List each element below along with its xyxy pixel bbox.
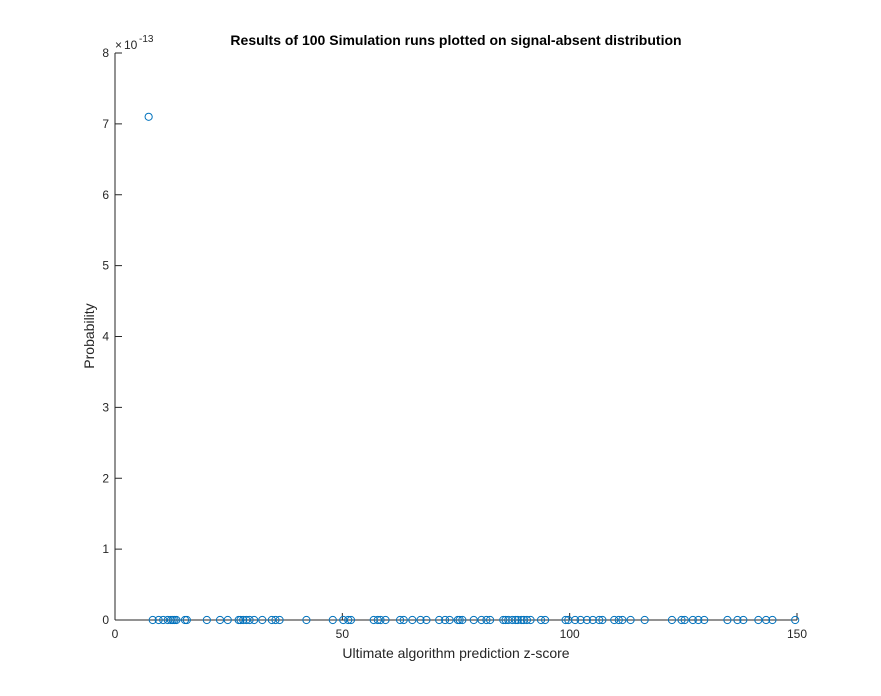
y-tick-label: 7 bbox=[102, 117, 109, 131]
data-point bbox=[754, 615, 763, 625]
y-tick-label: 6 bbox=[102, 188, 109, 202]
data-point bbox=[159, 615, 168, 625]
data-point bbox=[455, 615, 464, 625]
y-tick-label: 4 bbox=[102, 330, 109, 344]
data-point bbox=[723, 615, 732, 625]
x-tick-label: 100 bbox=[560, 627, 580, 641]
data-point bbox=[667, 615, 677, 625]
data-point bbox=[541, 615, 550, 625]
y-tick-label: 8 bbox=[102, 46, 109, 60]
data-point bbox=[768, 615, 777, 625]
data-point bbox=[598, 615, 607, 625]
y-tick-label: 5 bbox=[102, 259, 109, 273]
data-point bbox=[381, 615, 390, 625]
x-tick-label: 50 bbox=[336, 627, 350, 641]
data-point bbox=[275, 615, 284, 625]
y-multiplier-base: 10 bbox=[124, 38, 138, 52]
data-point bbox=[346, 615, 356, 625]
data-point bbox=[328, 615, 337, 625]
x-tick-label: 0 bbox=[112, 627, 119, 641]
data-point bbox=[202, 615, 211, 625]
data-point bbox=[576, 615, 585, 625]
data-point bbox=[517, 615, 526, 625]
data-point bbox=[511, 615, 520, 625]
y-multiplier-times: × bbox=[115, 38, 122, 52]
data-point bbox=[694, 615, 703, 625]
data-point bbox=[144, 112, 153, 121]
data-point bbox=[688, 615, 697, 625]
data-point bbox=[791, 615, 800, 625]
data-point bbox=[408, 615, 417, 625]
y-tick-label: 1 bbox=[102, 542, 109, 556]
data-point bbox=[640, 615, 649, 625]
y-tick-label: 0 bbox=[102, 613, 109, 627]
data-point bbox=[376, 615, 385, 625]
data-point bbox=[536, 615, 546, 625]
data-point bbox=[582, 615, 592, 625]
data-point bbox=[302, 615, 311, 625]
data-point bbox=[513, 615, 522, 625]
data-point bbox=[526, 615, 535, 625]
y-tick-label: 3 bbox=[102, 400, 109, 414]
data-point bbox=[271, 615, 280, 625]
data-point bbox=[215, 615, 225, 625]
data-point bbox=[445, 615, 454, 625]
y-axis-multiplier: × 10 -13 bbox=[115, 34, 154, 52]
data-point bbox=[499, 615, 508, 625]
data-point bbox=[245, 615, 254, 625]
x-tick-label: 150 bbox=[787, 627, 807, 641]
data-point bbox=[440, 615, 450, 625]
data-point bbox=[250, 615, 259, 625]
data-point bbox=[595, 615, 604, 625]
x-axis-label: Ultimate algorithm prediction z-score bbox=[342, 645, 569, 661]
data-point bbox=[610, 615, 619, 625]
data-point bbox=[482, 615, 491, 625]
plot-area bbox=[115, 53, 797, 620]
data-point bbox=[571, 615, 580, 625]
data-point bbox=[154, 615, 163, 625]
y-axis-label: Probability bbox=[81, 303, 97, 368]
data-point bbox=[477, 615, 486, 625]
y-ticks: 0 1 2 3 4 5 6 7 8 bbox=[102, 46, 122, 627]
data-point bbox=[239, 615, 248, 625]
y-multiplier-exponent: -13 bbox=[139, 34, 154, 45]
data-point bbox=[399, 615, 408, 625]
data-point bbox=[626, 615, 635, 625]
data-point bbox=[267, 615, 276, 625]
data-point bbox=[258, 615, 267, 625]
y-tick-label: 2 bbox=[102, 471, 109, 485]
data-point bbox=[700, 615, 709, 625]
data-point bbox=[422, 615, 431, 625]
data-point bbox=[739, 615, 748, 625]
data-point bbox=[339, 615, 348, 625]
data-point bbox=[236, 615, 245, 625]
data-point bbox=[458, 615, 467, 625]
data-point bbox=[395, 615, 405, 625]
data-point bbox=[618, 615, 627, 625]
data-point bbox=[733, 615, 742, 625]
data-point bbox=[223, 615, 232, 625]
data-point bbox=[486, 615, 495, 625]
data-point bbox=[416, 615, 425, 625]
data-point bbox=[614, 615, 623, 625]
data-point bbox=[680, 615, 689, 625]
data-points bbox=[144, 112, 800, 625]
data-point bbox=[469, 615, 478, 625]
chart-title: Results of 100 Simulation runs plotted o… bbox=[230, 32, 681, 48]
data-point bbox=[182, 615, 191, 625]
data-point bbox=[373, 615, 382, 625]
data-point bbox=[148, 615, 157, 625]
data-point bbox=[588, 615, 597, 625]
x-ticks: 0 50 100 150 bbox=[112, 613, 807, 641]
data-point bbox=[242, 615, 251, 625]
data-point bbox=[677, 615, 686, 625]
data-point bbox=[522, 615, 532, 625]
data-point bbox=[561, 615, 570, 625]
data-point bbox=[344, 615, 353, 625]
data-point bbox=[435, 615, 444, 625]
data-point bbox=[172, 615, 181, 625]
data-point bbox=[761, 615, 771, 625]
data-point bbox=[508, 615, 517, 625]
